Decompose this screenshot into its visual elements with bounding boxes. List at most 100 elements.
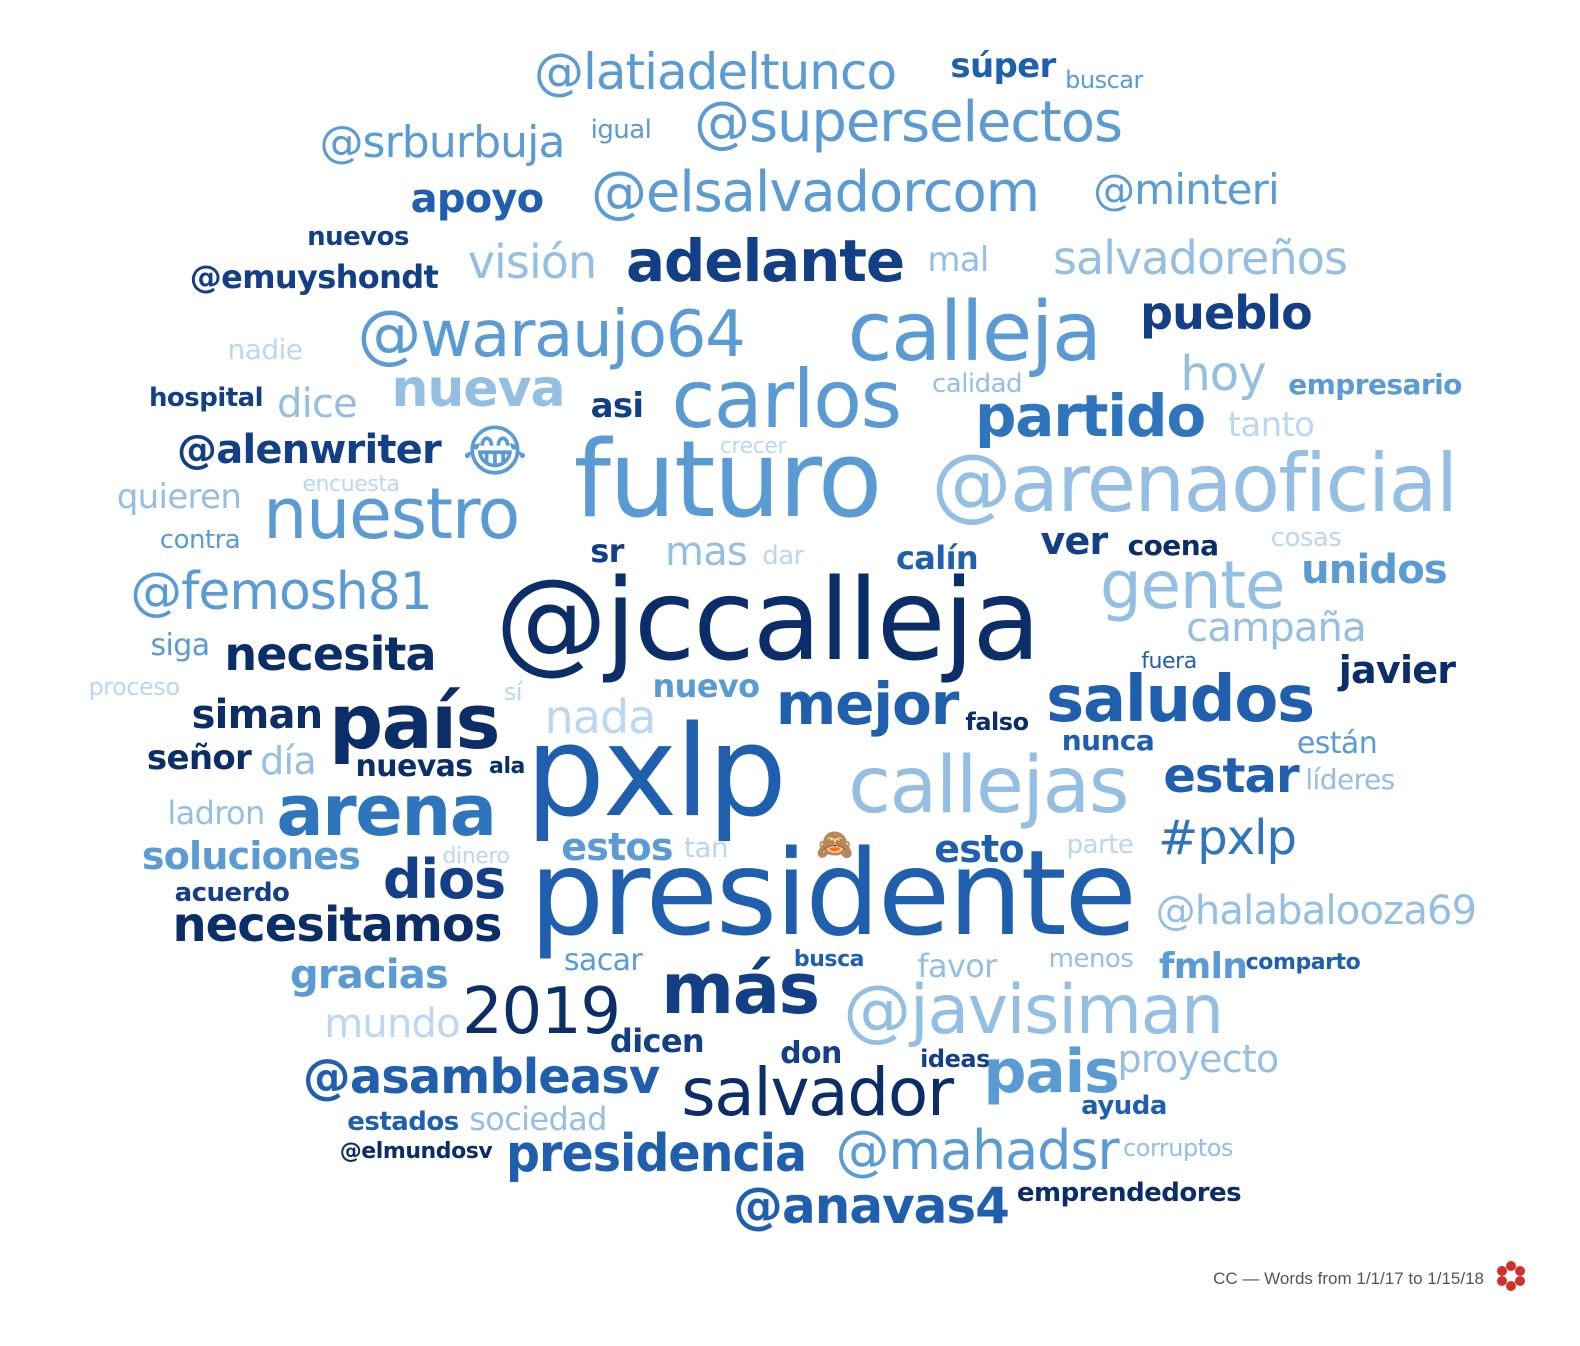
word-76: estos	[561, 825, 673, 869]
word-26: partido	[974, 382, 1206, 450]
footer: CC — Words from 1/1/17 to 1/15/18	[1213, 1259, 1528, 1298]
word-17: pueblo	[1140, 286, 1313, 340]
word-87: sacar	[563, 943, 643, 978]
word-85: necesitamos	[172, 897, 502, 953]
word-86: gracias	[290, 952, 449, 998]
word-105: sociedad	[469, 1100, 607, 1138]
word-15: @waraujo64	[357, 298, 746, 372]
word-24: asi	[590, 386, 644, 426]
red-flower-logo-icon	[1494, 1259, 1528, 1298]
word-100: ideas	[920, 1045, 990, 1073]
word-63: están	[1296, 726, 1378, 761]
word-106: ayuda	[1081, 1091, 1167, 1121]
word-93: 2019	[462, 975, 621, 1049]
word-74: #pxlp	[1157, 810, 1297, 866]
word-10: visión	[467, 235, 597, 289]
word-77: tan	[683, 831, 729, 864]
word-42: cosas	[1270, 523, 1342, 553]
word-11: adelante	[625, 227, 905, 295]
word-36: contra	[159, 525, 241, 555]
word-35: nuestro	[263, 473, 520, 555]
see-no-evil-monkey-emoji-icon: 🙈	[816, 827, 854, 863]
word-90: menos	[1048, 944, 1134, 974]
word-47: @jccalleja	[495, 556, 1041, 686]
word-57: siman	[191, 692, 323, 738]
word-0: @latiadeltunco	[533, 43, 897, 101]
laughing-face-emoji-icon: 😂	[462, 419, 528, 485]
word-83: presidente	[529, 824, 1137, 962]
word-94: más	[661, 948, 820, 1030]
word-61: falso	[965, 708, 1029, 736]
word-71: líderes	[1305, 763, 1395, 796]
word-45: unidos	[1301, 547, 1448, 593]
word-27: empresario	[1288, 368, 1462, 401]
word-81: dios	[382, 848, 506, 911]
word-59: nada	[544, 690, 656, 744]
word-44: gente	[1099, 547, 1286, 624]
word-84: @halabalooza69	[1155, 888, 1477, 934]
word-18: nadie	[227, 333, 303, 366]
word-25: calidad	[932, 369, 1023, 399]
word-82: acuerdo	[174, 878, 290, 908]
word-72: ladron	[167, 794, 265, 832]
word-48: campaña	[1186, 605, 1366, 651]
word-69: callejas	[848, 741, 1129, 831]
word-38: dar	[762, 541, 804, 571]
word-107: presidencia	[505, 1124, 807, 1184]
word-67: ala	[489, 754, 525, 779]
word-23: dice	[277, 381, 358, 427]
word-34: encuesta	[302, 472, 400, 497]
word-31: futuro	[573, 418, 883, 541]
word-112: @anavas4	[733, 1177, 1010, 1235]
word-8: @minteri	[1093, 165, 1280, 214]
word-1: súper	[950, 46, 1056, 86]
word-73: arena	[276, 770, 497, 852]
word-60: mejor	[775, 670, 959, 738]
word-97: dicen	[609, 1022, 705, 1060]
word-29: @alenwriter	[177, 427, 442, 473]
word-53: sí	[503, 678, 523, 706]
word-58: país	[328, 677, 501, 766]
word-96: mundo	[324, 1001, 460, 1047]
word-33: quieren	[116, 477, 242, 517]
word-14: @emuyshondt	[189, 258, 439, 296]
word-101: pais	[983, 1037, 1120, 1107]
word-39: calín	[895, 539, 979, 577]
word-32: @arenaoficial	[931, 437, 1458, 530]
word-75: soluciones	[141, 834, 361, 878]
word-7: @elsalvadorcom	[590, 160, 1040, 225]
word-91: fmln	[1158, 946, 1248, 987]
word-40: ver	[1040, 519, 1108, 563]
word-46: @femosh81	[130, 562, 433, 622]
word-43: sr	[590, 532, 624, 570]
word-64: señor	[146, 738, 252, 778]
word-89: favor	[917, 947, 997, 985]
word-4: @srburbuja	[319, 117, 565, 168]
word-21: hoy	[1180, 346, 1266, 402]
word-9: nuevos	[307, 222, 409, 252]
word-65: día	[260, 739, 316, 783]
word-98: @asambleasv	[302, 1049, 660, 1105]
footer-caption: CC — Words from 1/1/17 to 1/15/18	[1213, 1268, 1484, 1288]
word-50: necesita	[224, 627, 436, 681]
word-49: siga	[150, 628, 211, 663]
word-70: estar	[1163, 748, 1299, 804]
word-52: proceso	[88, 673, 180, 701]
word-108: @mahadsr	[835, 1119, 1120, 1182]
word-51: javier	[1338, 648, 1456, 692]
word-102: proyecto	[1117, 1037, 1280, 1081]
word-41: coena	[1127, 529, 1219, 562]
word-103: salvador	[681, 1054, 954, 1131]
word-104: estados	[347, 1107, 459, 1137]
word-111: emprendedores	[1016, 1178, 1242, 1208]
word-28: tanto	[1227, 405, 1315, 445]
word-5: igual	[590, 115, 652, 145]
word-92: comparto	[1245, 950, 1361, 975]
word-80: dinero	[442, 844, 510, 869]
word-109: @elmundosv	[339, 1139, 493, 1164]
word-19: nueva	[391, 359, 565, 419]
word-54: nuevo	[652, 667, 761, 705]
word-6: apoyo	[410, 176, 544, 222]
word-62: nunca	[1061, 724, 1155, 757]
word-37: mas	[665, 529, 748, 575]
